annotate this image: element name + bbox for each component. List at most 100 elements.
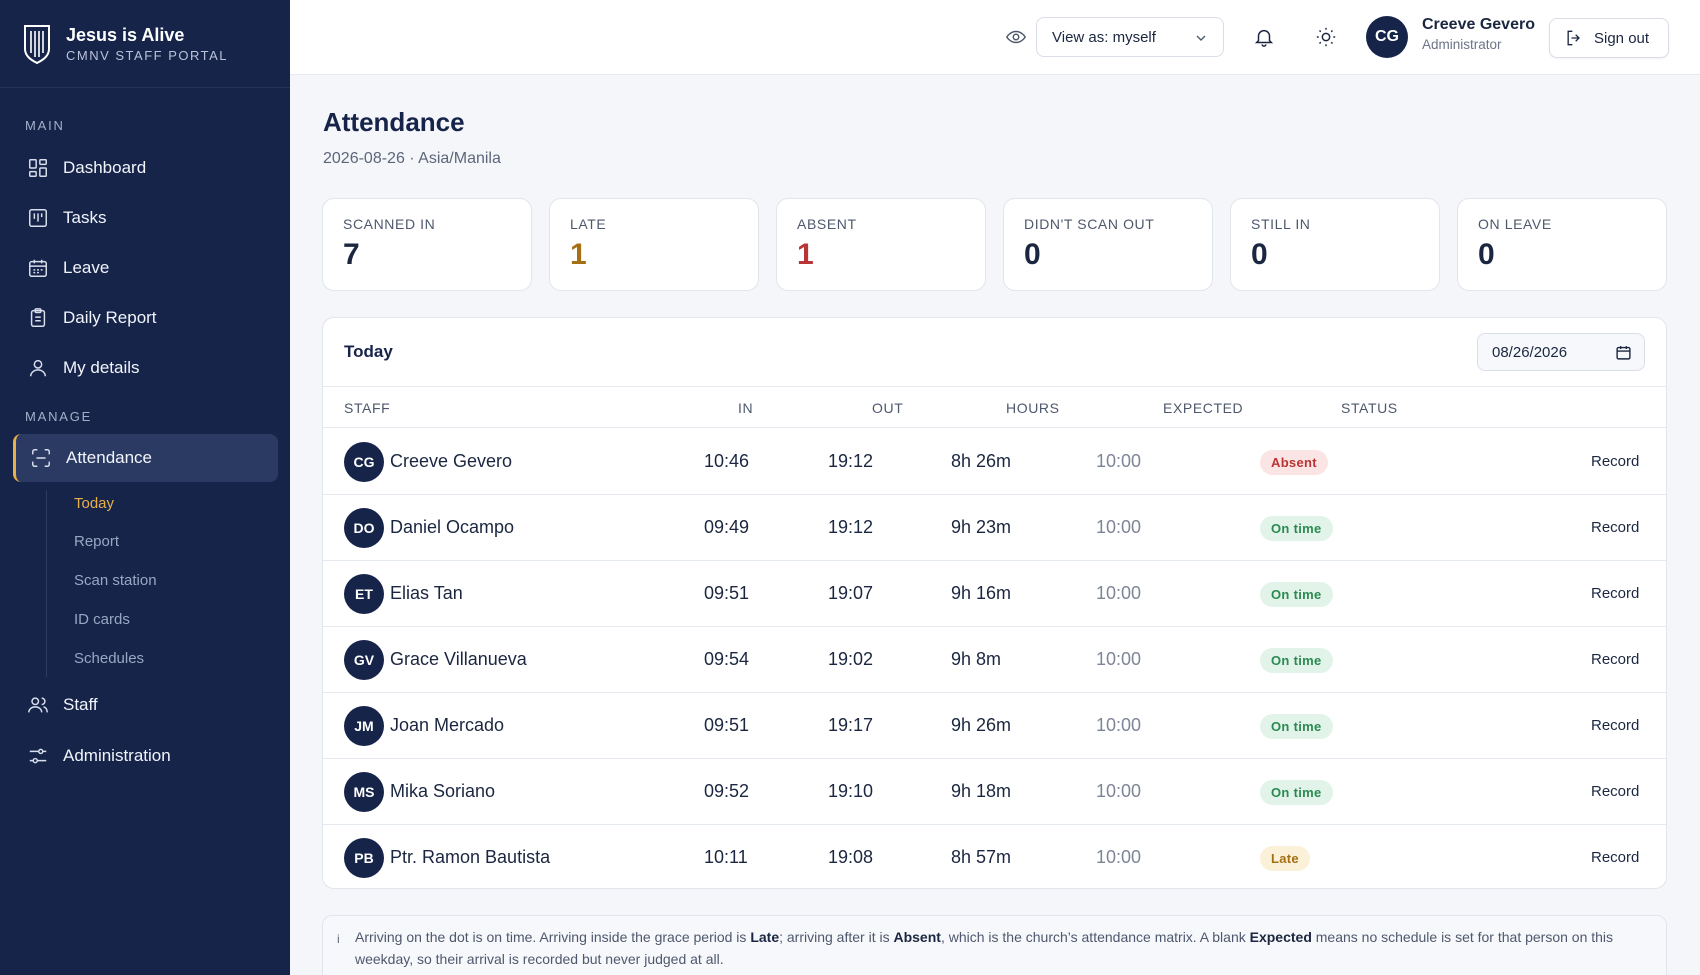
- table-row[interactable]: DO Daniel Ocampo 09:49 19:12 9h 23m 10:00 On t…: [323, 495, 1666, 561]
- date-input[interactable]: 08/26/2026: [1477, 333, 1645, 371]
- clipboard-icon: [30, 308, 46, 327]
- subnav-report[interactable]: Report: [74, 533, 120, 550]
- subnav-schedules[interactable]: Schedules: [74, 650, 145, 667]
- sidebar-item-daily-report[interactable]: Daily Report: [13, 294, 278, 342]
- stat-card-didnt-scan-out: DIDN'T SCAN OUT 0: [1003, 198, 1213, 291]
- status-badge: Absent: [1260, 450, 1328, 475]
- sidebar-item-tasks[interactable]: Tasks: [13, 194, 278, 242]
- section-label-manage: MANAGE: [25, 409, 93, 424]
- avatar: DO: [344, 508, 384, 548]
- attendance-table-panel: Today 08/26/2026 STAFF IN OUT HOURS EXPE…: [322, 317, 1667, 889]
- time-out: 19:10: [828, 781, 874, 801]
- sidebar-item-label: Tasks: [63, 208, 107, 227]
- column-header-out[interactable]: OUT: [872, 400, 904, 416]
- sidebar-item-label: My details: [63, 358, 140, 377]
- subnav-today[interactable]: Today: [74, 495, 115, 512]
- sidebar-item-dashboard[interactable]: Dashboard: [13, 144, 278, 192]
- expected-time: 10:00: [1096, 781, 1142, 801]
- time-in: 09:51: [704, 583, 750, 603]
- sidebar-item-label: Attendance: [66, 448, 153, 467]
- hours: 8h 26m: [951, 451, 1012, 471]
- sidebar: Jesus is Alive CMNV STAFF PORTAL MAIN Da…: [0, 0, 290, 975]
- subnav-scan-station[interactable]: Scan station: [74, 572, 157, 589]
- record-link[interactable]: Record: [1591, 717, 1640, 734]
- sidebar-item-leave[interactable]: Leave: [13, 244, 278, 292]
- column-header-staff[interactable]: STAFF: [344, 400, 391, 416]
- table-header: STAFF IN OUT HOURS EXPECTED STATUS: [323, 386, 1666, 428]
- time-out: 19:12: [828, 517, 874, 537]
- record-link[interactable]: Record: [1591, 453, 1640, 470]
- record-link[interactable]: Record: [1591, 651, 1640, 668]
- staff-name: Grace Villanueva: [390, 649, 527, 669]
- user-name: Creeve Gevero: [1422, 16, 1535, 33]
- brand-subtitle: CMNV STAFF PORTAL: [66, 47, 229, 63]
- stat-value: 0: [1024, 238, 1041, 271]
- date-value: 08/26/2026: [1492, 343, 1568, 361]
- sidebar-item-staff[interactable]: Staff: [13, 681, 278, 729]
- info-note: i Arriving on the dot is on time. Arrivi…: [322, 915, 1667, 975]
- table-row[interactable]: GV Grace Villanueva 09:54 19:02 9h 8m 10:00 On…: [323, 627, 1666, 693]
- info-icon: i: [337, 932, 340, 946]
- table-row[interactable]: ET Elias Tan 09:51 19:07 9h 16m 10:00 On time R…: [323, 561, 1666, 627]
- staff-name: Ptr. Ramon Bautista: [390, 847, 551, 867]
- status-badge: On time: [1260, 648, 1333, 673]
- sign-out-button[interactable]: Sign out: [1549, 18, 1669, 58]
- sidebar-item-my-details[interactable]: My details: [13, 344, 278, 392]
- staff-name: Daniel Ocampo: [390, 517, 515, 537]
- table-row[interactable]: MS Mika Soriano 09:52 19:10 9h 18m 10:00 On ti…: [323, 759, 1666, 825]
- hours: 9h 23m: [951, 517, 1012, 537]
- time-in: 10:46: [704, 451, 750, 471]
- sliders-icon: [29, 748, 47, 764]
- table-row[interactable]: JM Joan Mercado 09:51 19:17 9h 26m 10:00 On ti…: [323, 693, 1666, 759]
- note-term-absent: Absent: [893, 929, 941, 945]
- record-link[interactable]: Record: [1591, 849, 1640, 866]
- sidebar-item-label: Dashboard: [63, 158, 147, 177]
- avatar: JM: [344, 706, 384, 746]
- table-row[interactable]: CG Creeve Gevero 10:46 19:12 8h 26m 10:00 Abse…: [323, 429, 1666, 495]
- record-link[interactable]: Record: [1591, 585, 1640, 602]
- eye-icon[interactable]: [1005, 26, 1027, 48]
- record-link[interactable]: Record: [1591, 783, 1640, 800]
- stat-card-late: LATE 1: [549, 198, 759, 291]
- column-header-hours[interactable]: HOURS: [1006, 400, 1060, 416]
- user-icon: [29, 359, 47, 377]
- brand[interactable]: Jesus is Alive CMNV STAFF PORTAL: [0, 0, 290, 88]
- calendar-icon: [29, 259, 47, 277]
- panel-title: Today: [344, 342, 393, 361]
- stat-label: LATE: [570, 216, 607, 232]
- table-row[interactable]: PB Ptr. Ramon Bautista 10:11 19:08 8h 57m 10:…: [323, 825, 1666, 888]
- sign-out-label: Sign out: [1594, 29, 1650, 47]
- expected-time: 10:00: [1096, 583, 1142, 603]
- view-as-value: View as: myself: [1052, 28, 1156, 46]
- note-text: ; arriving after it is: [779, 929, 894, 945]
- time-in: 10:11: [704, 847, 748, 867]
- column-header-in[interactable]: IN: [738, 400, 754, 416]
- subnav-id-cards[interactable]: ID cards: [74, 611, 130, 628]
- avatar: CG: [344, 442, 384, 482]
- status-badge: On time: [1260, 516, 1333, 541]
- sidebar-item-attendance[interactable]: Attendance: [13, 434, 278, 482]
- note-text: Arriving on the dot is on time. Arriving…: [355, 929, 751, 945]
- expected-time: 10:00: [1096, 517, 1142, 537]
- time-in: 09:54: [704, 649, 750, 669]
- expected-time: 10:00: [1096, 451, 1142, 471]
- calendar-icon: [1616, 346, 1631, 360]
- time-out: 19:12: [828, 451, 874, 471]
- stat-card-scanned-in: SCANNED IN 7: [322, 198, 532, 291]
- staff-name: Joan Mercado: [390, 715, 505, 735]
- brand-name: Jesus is Alive: [66, 24, 185, 45]
- section-label-main: MAIN: [25, 118, 65, 133]
- record-link[interactable]: Record: [1591, 519, 1640, 536]
- column-header-status[interactable]: STATUS: [1341, 400, 1398, 416]
- stat-label: ABSENT: [797, 216, 857, 232]
- page-title: Attendance: [323, 107, 465, 137]
- sidebar-item-label: Leave: [63, 258, 110, 277]
- view-as-select[interactable]: View as: myself: [1036, 17, 1224, 57]
- expected-time: 10:00: [1096, 715, 1142, 735]
- avatar[interactable]: CG: [1366, 16, 1408, 58]
- sidebar-item-label: Staff: [63, 695, 98, 714]
- sun-icon[interactable]: [1315, 26, 1337, 48]
- bell-icon[interactable]: [1253, 26, 1275, 48]
- sidebar-item-administration[interactable]: Administration: [13, 732, 278, 780]
- column-header-expected[interactable]: EXPECTED: [1163, 400, 1244, 416]
